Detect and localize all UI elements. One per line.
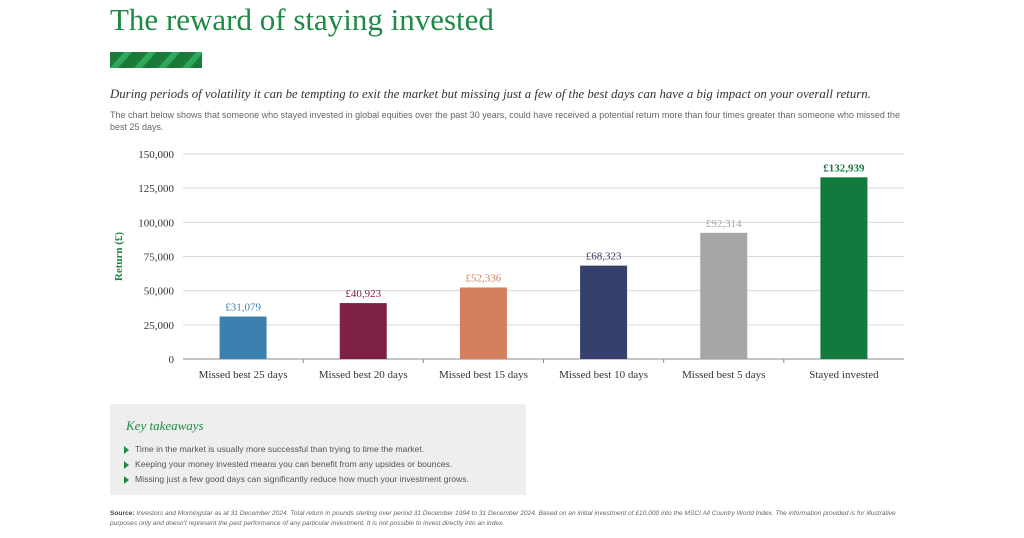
- takeaway-item: Time in the market is usually more succe…: [124, 442, 469, 457]
- takeaways-list: Time in the market is usually more succe…: [124, 442, 469, 487]
- bar: [820, 177, 868, 359]
- y-tick-label: 125,000: [138, 183, 174, 195]
- key-takeaways-box: Key takeaways Time in the market is usua…: [110, 404, 526, 495]
- data-label: £52,336: [466, 272, 502, 284]
- data-label: £40,923: [345, 288, 381, 300]
- y-tick-label: 0: [169, 354, 175, 366]
- bar-chart: 0 25,000 50,000 75,000 100,000 125,000 150,000…: [113, 149, 904, 381]
- y-tick-label: 25,000: [144, 320, 175, 332]
- x-tick-label: Stayed invested: [809, 369, 879, 381]
- source-note: Source: Investors and Morningstar as at …: [110, 509, 900, 529]
- bar: [700, 232, 748, 359]
- y-tick-label: 50,000: [144, 286, 175, 298]
- y-tick-label: 150,000: [138, 149, 174, 161]
- bar: [459, 287, 507, 359]
- takeaway-item: Missing just a few good days can signifi…: [124, 472, 469, 487]
- takeaway-item: Keeping your money invested means you ca…: [124, 457, 469, 472]
- y-tick-label: 75,000: [144, 252, 175, 264]
- data-label: £132,939: [823, 162, 865, 174]
- page-title: The reward of staying invested: [110, 2, 494, 37]
- x-tick-label: Missed best 10 days: [559, 369, 648, 381]
- data-label: £31,079: [225, 302, 261, 314]
- triangle-bullet-icon: [124, 445, 129, 454]
- bar: [219, 316, 267, 359]
- triangle-bullet-icon: [124, 475, 129, 484]
- y-tick-label: 100,000: [138, 217, 174, 229]
- bar: [339, 303, 387, 359]
- x-tick-label: Missed best 15 days: [439, 369, 528, 381]
- data-label: £92,314: [706, 218, 742, 230]
- key-takeaways-title: Key takeaways: [126, 418, 204, 433]
- accent-stripe: [110, 52, 202, 68]
- x-tick-label: Missed best 20 days: [319, 369, 408, 381]
- y-axis-label: Return (£): [113, 232, 125, 282]
- bar: [580, 265, 628, 359]
- source-text: Investors and Morningstar as at 31 Decem…: [110, 510, 896, 527]
- triangle-bullet-icon: [124, 460, 129, 469]
- x-tick-label: Missed best 25 days: [199, 369, 288, 381]
- intro-text: The chart below shows that someone who s…: [110, 110, 900, 132]
- x-tick-label: Missed best 5 days: [682, 369, 765, 381]
- source-label: Source:: [110, 510, 135, 517]
- subtitle: During periods of volatility it can be t…: [110, 87, 871, 101]
- data-label: £68,323: [586, 251, 622, 263]
